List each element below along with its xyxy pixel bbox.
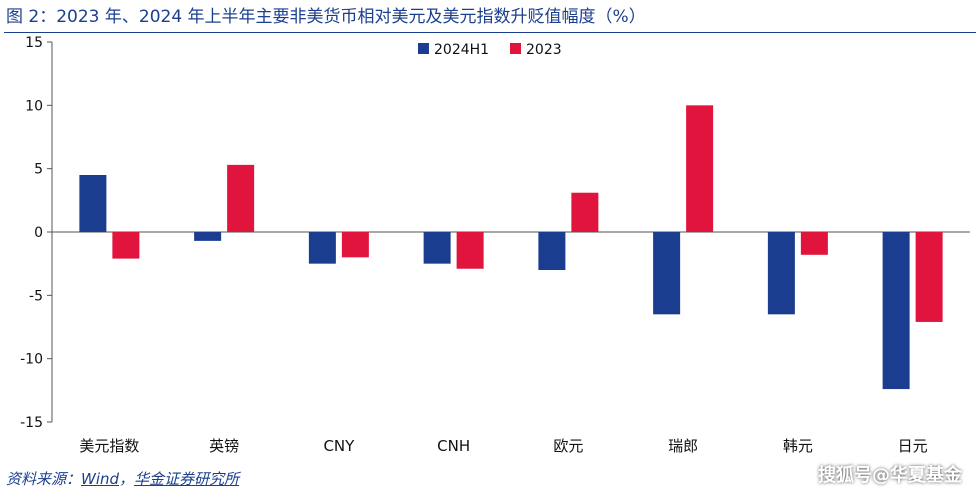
category-label: 韩元	[783, 437, 813, 455]
category-label: CNH	[437, 437, 470, 455]
source-wind: Wind	[81, 470, 120, 488]
legend-swatch-2023	[510, 43, 521, 54]
watermark: 搜狐号@华夏基金	[818, 465, 962, 486]
category-label: CNY	[323, 437, 355, 455]
bars	[79, 105, 943, 390]
source-note: 资料来源：Wind，华金证券研究所	[6, 468, 239, 489]
bar-2023-2	[341, 232, 369, 258]
source-firm: 华金证券研究所	[134, 470, 240, 488]
title-divider	[4, 32, 976, 33]
y-tick-label: 5	[34, 162, 43, 178]
bar-2024H1-0	[79, 175, 107, 232]
y-tick-label: 15	[25, 35, 43, 51]
bar-2023-5	[686, 105, 714, 232]
category-label: 英镑	[209, 437, 239, 455]
bar-2024H1-2	[308, 232, 336, 264]
y-tick-label: 0	[34, 225, 43, 241]
bar-2023-3	[456, 232, 484, 269]
bar-2024H1-3	[423, 232, 451, 264]
bar-2023-4	[571, 192, 599, 232]
bar-2023-1	[227, 164, 255, 232]
category-label: 日元	[898, 437, 928, 455]
chart-title: 图 2：2023 年、2024 年上半年主要非美货币相对美元及美元指数升贬值幅度…	[6, 7, 646, 27]
legend-swatch-2024H1	[418, 43, 429, 54]
legend-label-2024H1: 2024H1	[434, 42, 489, 58]
legend: 2024H1 2023	[418, 42, 562, 58]
y-axis: 15 10 5 0 -5 -10 -15	[20, 35, 970, 431]
bar-2024H1-1	[194, 232, 222, 241]
y-tick-label: -10	[20, 352, 43, 368]
bar-2024H1-4	[538, 232, 566, 270]
category-label: 瑞郎	[668, 437, 698, 455]
bar-2024H1-6	[767, 232, 795, 315]
bar-2024H1-5	[653, 232, 681, 315]
y-tick-label: -15	[20, 415, 43, 431]
bar-2023-7	[915, 232, 943, 322]
y-tick-label: -5	[29, 288, 43, 304]
bar-2023-6	[800, 232, 828, 255]
source-prefix: 资料来源：	[6, 470, 82, 488]
category-labels: 美元指数 英镑 CNY CNH 欧元 瑞郎 韩元 日元	[79, 437, 927, 455]
category-label: 欧元	[553, 437, 583, 455]
bar-2023-0	[112, 232, 140, 259]
y-tick-label: 10	[25, 98, 43, 114]
source-sep: ，	[119, 470, 135, 488]
category-label: 美元指数	[79, 437, 139, 455]
bar-chart: 15 10 5 0 -5 -10 -15 美元指数 英镑 CNY CNH 欧元 瑞郎 韩元 日元 2024…	[20, 35, 970, 455]
legend-label-2023: 2023	[526, 42, 562, 58]
bar-2024H1-7	[882, 232, 910, 390]
